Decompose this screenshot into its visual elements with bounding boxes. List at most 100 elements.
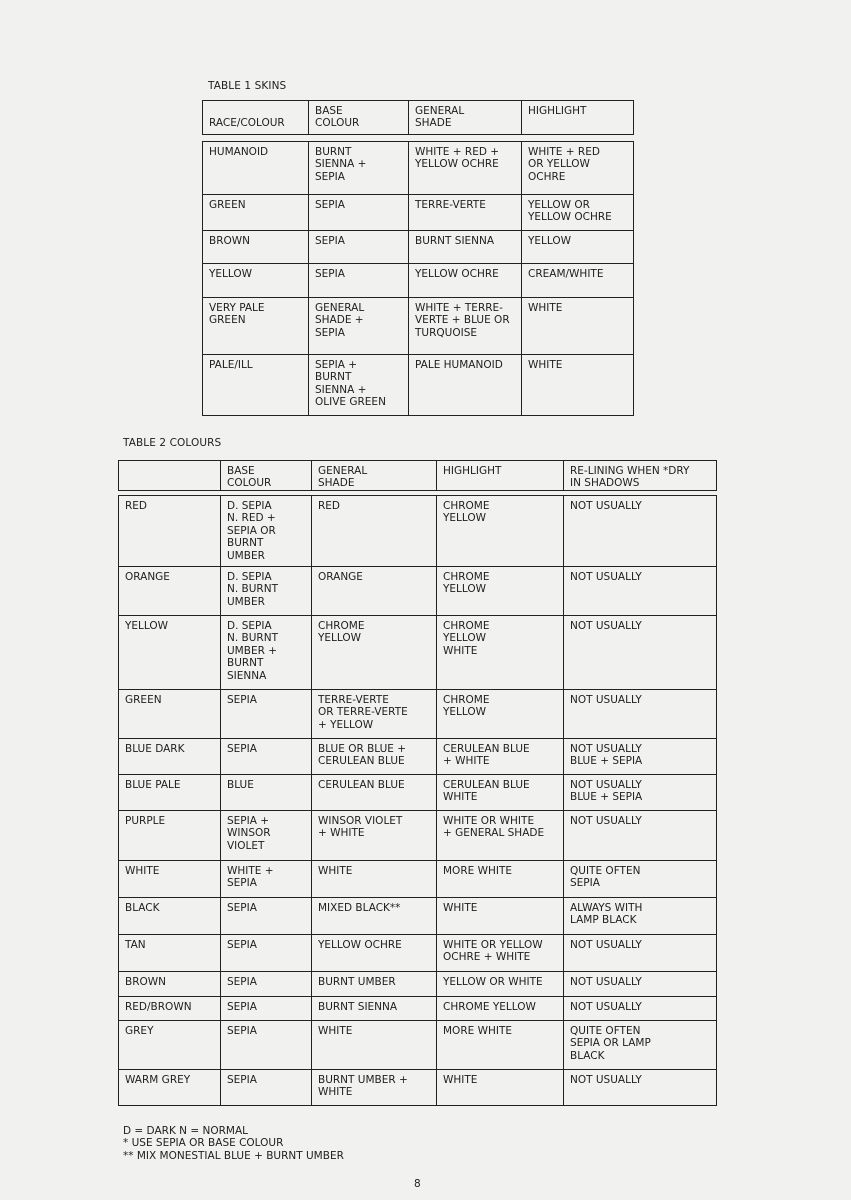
header-row: BASE COLOUR GENERAL SHADE HIGHLIGHT RE-LINI… [118,460,717,491]
table-cell: WHITE OR WHITE + GENERAL SHADE [436,810,564,861]
table-row: YELLOW D. SEPIA N. BURNT UMBER + BURNT SI… [118,615,717,690]
table2-header: BASE COLOUR GENERAL SHADE HIGHLIGHT RE-LINI… [118,460,717,491]
table-cell: BURNT SIENNA + SEPIA [308,141,409,195]
table-cell: PALE HUMANOID [408,354,522,416]
table-cell: WHITE [521,354,634,416]
column-header: GENERAL SHADE [311,460,437,491]
table-cell: BROWN [202,230,309,264]
table-row: PALE/ILL SEPIA + BURNT SIENNA + OLIVE GRE… [202,354,634,416]
table-row: GREEN SEPIA TERRE-VERTE YELLOW OR YELLOW OC… [202,194,634,231]
table-cell: QUITE OFTEN SEPIA [563,860,717,898]
table-cell: NOT USUALLY [563,971,717,997]
table-cell: YELLOW OCHRE [408,263,522,298]
table-cell: TAN [118,934,221,972]
table-row: GREEN SEPIA TERRE-VERTE OR TERRE-VERTE + Y… [118,689,717,739]
table-row: BLACK SEPIA MIXED BLACK** WHITE ALWAYS WITH … [118,897,717,935]
table-row: RED D. SEPIA N. RED + SEPIA OR BURNT UMBE… [118,495,717,567]
table-cell: MIXED BLACK** [311,897,437,935]
table-cell: YELLOW [521,230,634,264]
table-cell: RED [311,495,437,567]
table-row: BROWN SEPIA BURNT SIENNA YELLOW [202,230,634,264]
table-cell: CERULEAN BLUE [311,774,437,811]
table-cell: SEPIA [220,1020,312,1070]
table-cell: TERRE-VERTE [408,194,522,231]
table-cell: WHITE [311,1020,437,1070]
footnote: ** MIX MONESTIAL BLUE + BURNT UMBER [123,1149,344,1162]
table-cell: BURNT UMBER [311,971,437,997]
table-cell: PALE/ILL [202,354,309,416]
table-cell: WHITE + SEPIA [220,860,312,898]
table-cell: YELLOW [202,263,309,298]
table-cell: WHITE [521,297,634,355]
table-cell: D. SEPIA N. BURNT UMBER [220,566,312,616]
table-cell: NOT USUALLY [563,615,717,690]
table-row: BLUE DARK SEPIA BLUE OR BLUE + CERULEAN BL… [118,738,717,775]
table-cell: SEPIA [308,230,409,264]
table-cell: RED [118,495,221,567]
table-cell: NOT USUALLY [563,566,717,616]
table-cell: WARM GREY [118,1069,221,1106]
table-cell: WHITE [118,860,221,898]
column-header: GENERAL SHADE [408,100,522,135]
table-cell: RED/BROWN [118,996,221,1021]
table-cell: CHROME YELLOW [436,495,564,567]
table-cell: CHROME YELLOW WHITE [436,615,564,690]
page-number: 8 [414,1178,421,1190]
table-cell: SEPIA + WINSOR VIOLET [220,810,312,861]
table-row: WARM GREY SEPIA BURNT UMBER + WHITE WHITE NO… [118,1069,717,1106]
table-cell: NOT USUALLY [563,495,717,567]
table-cell: WHITE [436,897,564,935]
table-cell: YELLOW OR WHITE [436,971,564,997]
footnote: * USE SEPIA OR BASE COLOUR [123,1137,284,1150]
table-cell: SEPIA + BURNT SIENNA + OLIVE GREEN [308,354,409,416]
column-header: RE-LINING WHEN *DRY IN SHADOWS [563,460,717,491]
table-cell: NOT USUALLY [563,996,717,1021]
table-cell: SEPIA [220,971,312,997]
table-row: RED/BROWN SEPIA BURNT SIENNA CHROME YELLOW N… [118,996,717,1021]
table-cell: ORANGE [311,566,437,616]
table-row: VERY PALE GREEN GENERAL SHADE + SEPIA WHIT… [202,297,634,355]
table-cell: BLUE DARK [118,738,221,775]
table-row: PURPLE SEPIA + WINSOR VIOLET WINSOR VIOLET… [118,810,717,861]
footnotes: D = DARK N = NORMAL * USE SEPIA OR BASE … [123,1125,344,1162]
table1-header: RACE/COLOUR BASE COLOUR GENERAL SHADE HIGHL… [202,100,634,135]
table-cell: NOT USUALLY BLUE + SEPIA [563,738,717,775]
table-cell: CHROME YELLOW [436,689,564,739]
table-cell: BLUE OR BLUE + CERULEAN BLUE [311,738,437,775]
table-row: BLUE PALE BLUE CERULEAN BLUE CERULEAN BLUE … [118,774,717,811]
table-cell: GENERAL SHADE + SEPIA [308,297,409,355]
column-header: BASE COLOUR [220,460,312,491]
column-header: RACE/COLOUR [202,100,309,135]
table-cell: GREY [118,1020,221,1070]
column-header [118,460,221,491]
table-cell: CREAM/WHITE [521,263,634,298]
table-cell: CERULEAN BLUE WHITE [436,774,564,811]
footnote: D = DARK N = NORMAL [123,1125,248,1137]
table-cell: NOT USUALLY [563,689,717,739]
table2-caption: TABLE 2 COLOURS [123,437,222,449]
table-cell: SEPIA [220,738,312,775]
table-cell: NOT USUALLY [563,934,717,972]
table-cell: NOT USUALLY [563,1069,717,1106]
table-cell: WINSOR VIOLET + WHITE [311,810,437,861]
table1-skins: HUMANOID BURNT SIENNA + SEPIA WHITE + RED … [202,141,634,416]
table-cell: BURNT SIENNA [408,230,522,264]
table-cell: SEPIA [308,194,409,231]
table-cell: SEPIA [220,1069,312,1106]
table-cell: D. SEPIA N. RED + SEPIA OR BURNT UMBER [220,495,312,567]
table-row: TAN SEPIA YELLOW OCHRE WHITE OR YELLOW OCHR… [118,934,717,972]
header-row: RACE/COLOUR BASE COLOUR GENERAL SHADE HIGHL… [202,100,634,135]
table-cell: MORE WHITE [436,860,564,898]
table-cell: CERULEAN BLUE + WHITE [436,738,564,775]
table-cell: WHITE [436,1069,564,1106]
table-cell: WHITE OR YELLOW OCHRE + WHITE [436,934,564,972]
table-cell: CHROME YELLOW [311,615,437,690]
table-cell: BLUE [220,774,312,811]
table-cell: SEPIA [220,689,312,739]
table-cell: ORANGE [118,566,221,616]
table-cell: CHROME YELLOW [436,996,564,1021]
table-cell: PURPLE [118,810,221,861]
column-header: BASE COLOUR [308,100,409,135]
table-cell: CHROME YELLOW [436,566,564,616]
table-cell: HUMANOID [202,141,309,195]
